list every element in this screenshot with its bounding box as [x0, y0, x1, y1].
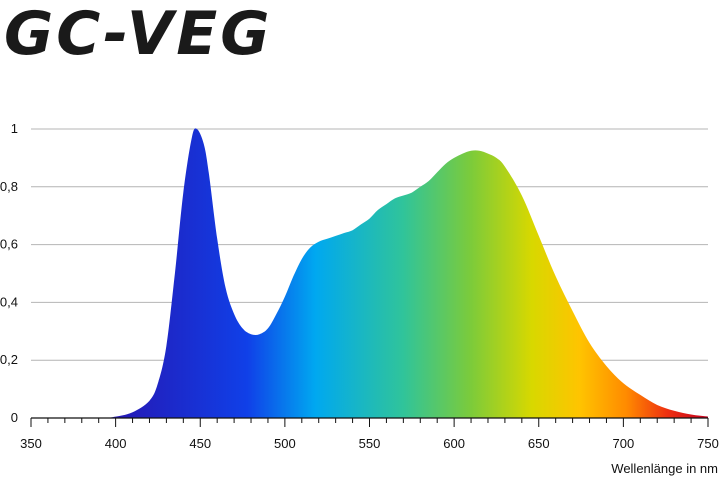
x-tick-label: 550 [359, 436, 381, 451]
y-axis-ticks: 0 0,2 0,4 0,6 0,8 1 [0, 121, 18, 425]
page-title: GC-VEG [4, 0, 273, 69]
y-tick-label: 0,4 [0, 294, 18, 309]
x-tick-label: 750 [697, 436, 719, 451]
spectrum-area [31, 128, 708, 418]
x-tick-label: 450 [189, 436, 211, 451]
y-tick-label: 0,2 [0, 352, 18, 367]
x-tick-label: 700 [613, 436, 635, 451]
y-tick-label: 0,8 [0, 179, 18, 194]
y-tick-label: 0 [11, 410, 18, 425]
x-tick-label: 400 [105, 436, 127, 451]
x-tick-label: 600 [443, 436, 465, 451]
x-tick-label: 500 [274, 436, 296, 451]
x-tick-label: 350 [20, 436, 42, 451]
x-tick-label: 650 [528, 436, 550, 451]
x-axis-label: Wellenlänge in nm [611, 461, 718, 476]
y-tick-label: 0,6 [0, 237, 18, 252]
x-axis-ticks: 350 400 450 500 550 600 650 700 750 [20, 418, 719, 451]
y-tick-label: 1 [11, 121, 18, 136]
